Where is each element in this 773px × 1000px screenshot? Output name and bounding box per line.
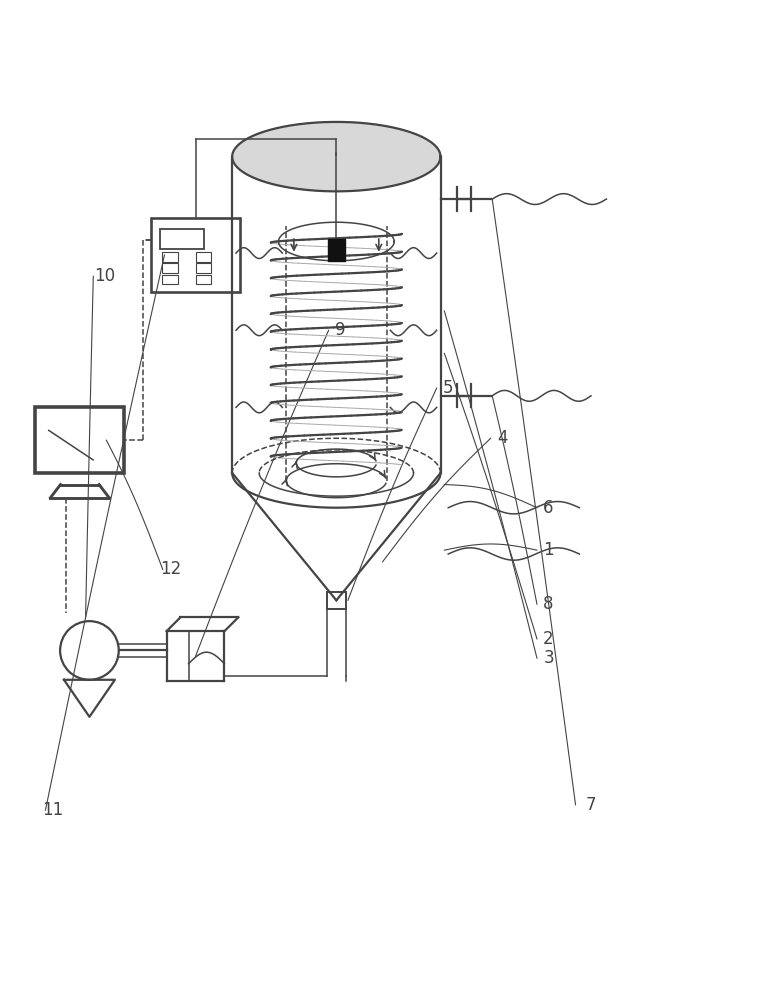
Bar [162, 275, 178, 284]
Bar [162, 252, 178, 262]
Text: 3: 3 [543, 649, 553, 667]
Polygon shape [232, 122, 441, 191]
Text: 4: 4 [497, 429, 508, 447]
Bar [162, 263, 178, 273]
Bar [196, 252, 212, 262]
Bar [160, 229, 204, 249]
Bar [327, 592, 346, 609]
Bar [196, 263, 212, 273]
Text: 11: 11 [43, 801, 64, 819]
Text: 1: 1 [543, 541, 553, 559]
Text: 10: 10 [94, 267, 115, 285]
Text: 8: 8 [543, 595, 553, 613]
Text: 6: 6 [543, 499, 553, 517]
Text: 9: 9 [335, 321, 346, 339]
Bar [196, 275, 212, 284]
Bar [328, 239, 345, 261]
Text: 5: 5 [443, 379, 454, 397]
Bar [36, 407, 124, 473]
Text: 7: 7 [586, 796, 596, 814]
Bar [152, 218, 240, 292]
Text: 12: 12 [160, 560, 181, 578]
Text: 2: 2 [543, 630, 553, 648]
